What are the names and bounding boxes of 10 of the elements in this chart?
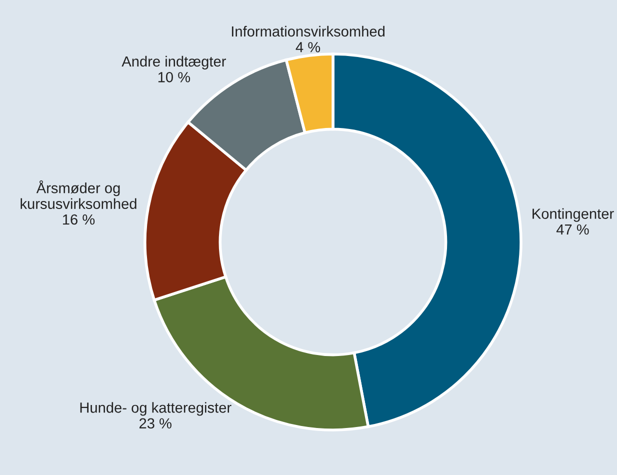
slice-label: Kontingenter — [532, 208, 614, 222]
slice-label: Årsmøder og kursusvirksomhed — [20, 180, 136, 209]
data-label: 16 % — [62, 214, 95, 225]
data-label: 23 % — [139, 418, 172, 429]
slice-label: Informationsvirksomhed — [232, 26, 384, 37]
data-label: 10 % — [158, 72, 190, 82]
data-label: 4 % — [296, 42, 320, 52]
slice-label: Andre indtægter — [122, 56, 226, 70]
data-label: 47 % — [556, 224, 589, 235]
slice-label: Hunde- og katteregister — [80, 402, 232, 416]
